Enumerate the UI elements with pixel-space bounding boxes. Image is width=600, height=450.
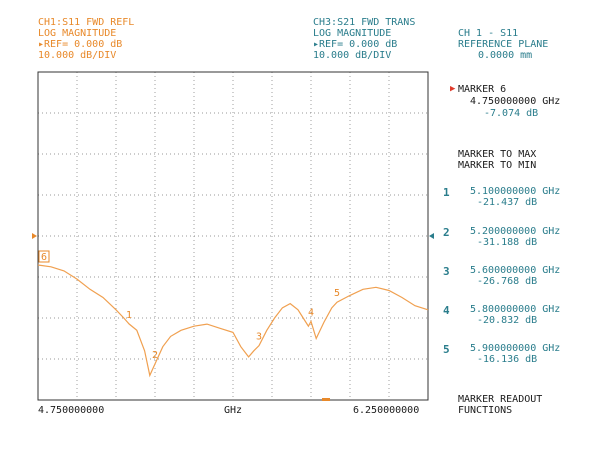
marker-3-freq: 5.600000000 GHz — [470, 265, 561, 276]
marker-to-min-button[interactable]: MARKER TO MIN — [458, 160, 537, 171]
ch3-title: CH3:S21 FWD TRANS — [313, 17, 416, 28]
marker-5-freq: 5.900000000 GHz — [470, 343, 561, 354]
ref-plane-title: REFERENCE PLANE — [458, 39, 549, 50]
ch1-format: LOG MAGNITUDE — [38, 28, 117, 39]
marker-6-label[interactable]: 6 — [41, 252, 47, 263]
marker-1-freq: 5.100000000 GHz — [470, 186, 561, 197]
x-axis-start-label: 4.750000000 — [38, 405, 105, 416]
marker-5-value: -16.136 dB — [477, 354, 538, 365]
marker-4-label[interactable]: 4 — [308, 307, 314, 318]
marker-to-max-button[interactable]: MARKER TO MAX — [458, 149, 537, 160]
marker-1-number[interactable]: 1 — [443, 186, 450, 199]
marker-2-label[interactable]: 2 — [152, 350, 158, 361]
marker-readout-functions-button[interactable]: MARKER READOUT — [458, 394, 543, 405]
marker-3-label[interactable]: 3 — [256, 332, 262, 343]
ch3-format: LOG MAGNITUDE — [313, 28, 392, 39]
plot-grid — [38, 72, 428, 400]
marker-4-freq: 5.800000000 GHz — [470, 304, 561, 315]
marker-5-number[interactable]: 5 — [443, 343, 450, 356]
active-marker-title: MARKER 6 — [458, 84, 507, 95]
marker-4-value: -20.832 dB — [477, 315, 538, 326]
ch3-ref-arrow-icon — [429, 233, 434, 239]
x-axis-stop-label: 6.250000000 — [353, 405, 420, 416]
marker-layer: 1 2 3 4 5 6 — [38, 250, 340, 361]
marker-1-value: -21.437 dB — [477, 197, 538, 208]
plot-frame — [37, 71, 429, 401]
marker-readout-functions-button-line2[interactable]: FUNCTIONS — [458, 405, 513, 416]
marker-2-value: -31.188 dB — [477, 237, 538, 248]
ref-plane-channel: CH 1 - S11 — [458, 28, 519, 39]
marker-2-number[interactable]: 2 — [443, 226, 450, 239]
s11-trace — [37, 264, 429, 378]
marker-5-label[interactable]: 5 — [334, 288, 340, 299]
marker-3-value: -26.768 dB — [477, 276, 538, 287]
ch1-ref: ▸REF= 0.000 dB — [38, 39, 123, 50]
ch3-scale: 10.000 dB/DIV — [313, 50, 392, 61]
stimulus-indicator — [322, 398, 330, 401]
marker-6-box — [38, 250, 50, 263]
ref-plane-value: 0.0000 mm — [478, 50, 533, 61]
marker-3-number[interactable]: 3 — [443, 265, 450, 278]
ch1-title: CH1:S11 FWD REFL — [38, 17, 135, 28]
active-marker-freq: 4.750000000 GHz — [470, 96, 561, 107]
marker-1-label[interactable]: 1 — [126, 310, 132, 321]
x-axis-unit-label: GHz — [224, 405, 243, 416]
ch3-ref: ▸REF= 0.000 dB — [313, 39, 398, 50]
active-marker-pointer-icon: ▶ — [450, 84, 456, 94]
marker-2-freq: 5.200000000 GHz — [470, 226, 561, 237]
ch1-ref-arrow-icon — [32, 233, 37, 239]
ch1-scale: 10.000 dB/DIV — [38, 50, 117, 61]
marker-4-number[interactable]: 4 — [443, 304, 450, 317]
active-marker-value: -7.074 dB — [484, 108, 539, 119]
